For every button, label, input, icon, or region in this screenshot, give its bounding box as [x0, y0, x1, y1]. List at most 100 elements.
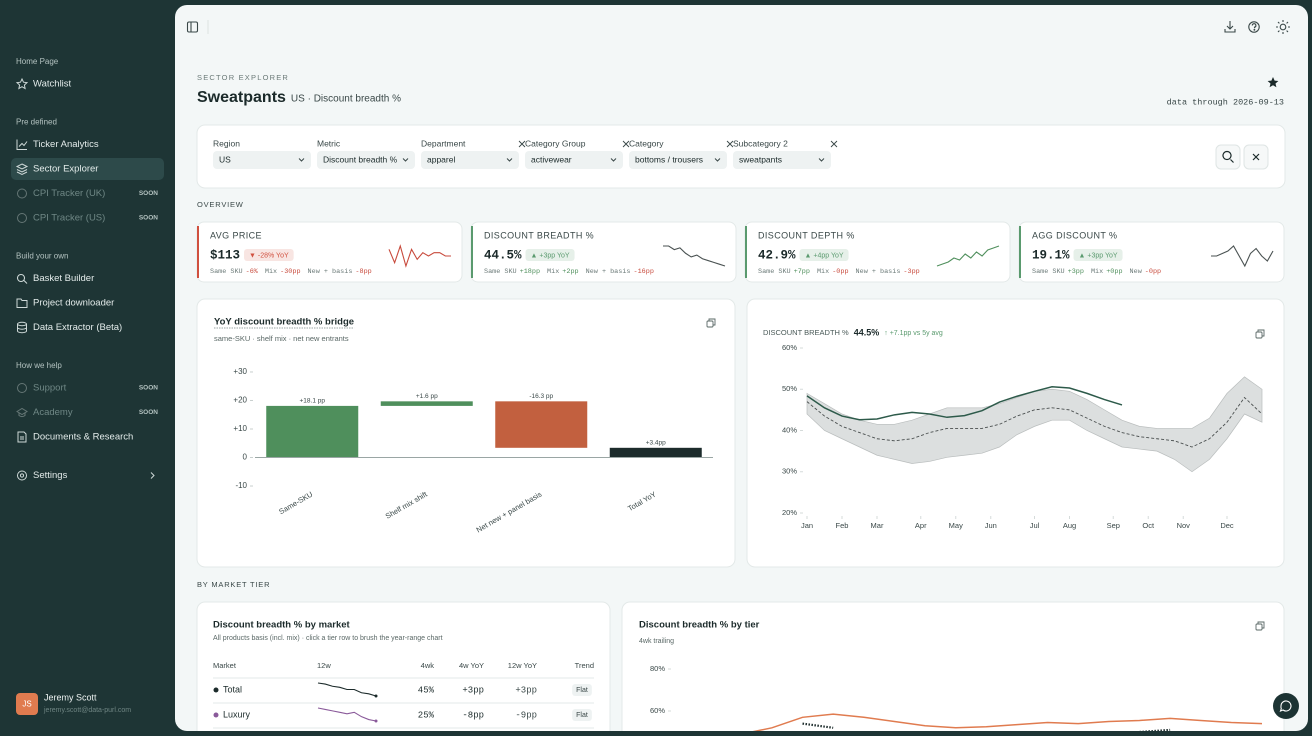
- column-header: 4w YoY: [459, 661, 484, 670]
- y-tick-label: 30%: [782, 467, 797, 476]
- nav-item[interactable]: Ticker Analytics: [33, 139, 99, 150]
- theme-button[interactable]: [1276, 20, 1290, 34]
- chat-button[interactable]: [1273, 693, 1299, 719]
- icon-shape: [17, 470, 27, 481]
- range-band: [806, 376, 1263, 473]
- nav-item[interactable]: Sector Explorer: [33, 164, 98, 175]
- clear-filter[interactable]: [518, 140, 526, 148]
- select[interactable]: [421, 151, 519, 169]
- series-line: [806, 386, 1123, 421]
- select[interactable]: [213, 151, 311, 169]
- breakdown-label: Same SKU: [1032, 268, 1065, 276]
- page-header: SECTOR EXPLORER Sweatpants US · Discount b…: [197, 73, 1284, 107]
- breakdown-value: +7pp: [794, 268, 810, 276]
- kpi-card: AGG DISCOUNT % 19.1% ▲ +3pp YoY Same SKU +3p…: [1018, 221, 1285, 283]
- section-heading: OVERVIEW: [197, 200, 244, 209]
- y-tick-label: 40%: [782, 425, 797, 434]
- nav-heading: How we help: [16, 361, 62, 370]
- breakdown-value: -16pp: [634, 268, 654, 276]
- kpi-value: $113: [210, 248, 240, 262]
- favorite-star[interactable]: [1267, 77, 1279, 88]
- nav-item[interactable]: Basket Builder: [33, 273, 94, 284]
- sparkline: [663, 245, 726, 267]
- table-row[interactable]: Luxury 25% -8pp -9pp Flat: [213, 707, 592, 723]
- nav-icon: [16, 139, 28, 150]
- clear-filter[interactable]: [622, 140, 630, 148]
- filter-label: Department: [421, 138, 466, 148]
- tier-dot: [213, 687, 219, 693]
- x-tick-label: Dec: [1220, 521, 1234, 530]
- change-text: ▲ +4pp YoY: [805, 252, 844, 259]
- search-button[interactable]: [1215, 144, 1241, 170]
- kpi-card: DISCOUNT BREADTH % 44.5% ▲ +3pp YoY Same SK…: [470, 221, 737, 283]
- trend-badge: [572, 709, 592, 721]
- nav-item[interactable]: Documents & Research: [33, 432, 133, 443]
- breakdown-label: Same SKU: [484, 268, 517, 276]
- filter-card: Region US Metric Discount breadth % Departme…: [196, 124, 1286, 189]
- copy-button[interactable]: [1255, 621, 1265, 631]
- icon-shape: [15, 163, 29, 176]
- chart-title: YoY discount breadth % bridge: [214, 317, 354, 328]
- breakdown-label: Mix: [265, 268, 277, 276]
- nav-item[interactable]: Settings: [33, 470, 68, 481]
- bridge-card: YoY discount breadth % bridge same-SKU · …: [196, 298, 736, 568]
- nav-icon: [17, 470, 27, 481]
- nav-item[interactable]: Project downloader: [33, 298, 114, 309]
- x-tick-label: Oct: [1142, 521, 1155, 530]
- chart-title: DISCOUNT BREADTH %: [763, 328, 849, 337]
- nav-heading: Pre defined: [16, 118, 57, 127]
- select-value: sweatpants: [739, 154, 782, 164]
- nav-item[interactable]: Watchlist: [33, 79, 72, 90]
- reset-icon: [1252, 153, 1260, 161]
- help-button[interactable]: [1248, 21, 1260, 33]
- icon-shape: [1255, 623, 1263, 631]
- nav-item: CPI Tracker (UK): [33, 188, 105, 199]
- column-header: 12w: [317, 661, 331, 670]
- cell: +3pp: [462, 685, 484, 695]
- nav-icon: [16, 407, 28, 418]
- nav-icon: [16, 298, 28, 308]
- select[interactable]: [629, 151, 727, 169]
- breakdown-value: -6%: [246, 268, 259, 276]
- sparkline: [388, 244, 451, 268]
- sparkline: [317, 682, 377, 697]
- clear-filter[interactable]: [726, 140, 734, 148]
- nav-icon: [15, 77, 29, 90]
- select[interactable]: [733, 151, 831, 169]
- select-value: Discount breadth %: [323, 154, 398, 164]
- select[interactable]: [317, 151, 415, 169]
- y-tick-label: 60%: [782, 343, 797, 352]
- x-tick-label: Sep: [1107, 521, 1120, 530]
- select[interactable]: [525, 151, 623, 169]
- y-tick-label: +10: [233, 424, 247, 433]
- spark-end: [374, 719, 378, 723]
- change-badge: [799, 249, 849, 261]
- nav-icon: [17, 383, 27, 393]
- soon-badge: SOON: [139, 215, 158, 222]
- table-row[interactable]: Total 45% +3pp +3pp Flat: [213, 682, 592, 698]
- breakdown-label: Mix: [547, 268, 559, 276]
- chevron: [298, 158, 305, 162]
- nav-active-bg: [11, 158, 164, 180]
- nav-item[interactable]: Data Extractor (Beta): [33, 322, 122, 333]
- clear-filter[interactable]: [830, 140, 838, 148]
- card: [196, 298, 736, 568]
- cell: 45%: [418, 685, 435, 695]
- trend-text: Flat: [576, 712, 588, 719]
- nav-icon: [17, 431, 27, 443]
- soon-badge: SOON: [139, 190, 158, 197]
- download-button[interactable]: [1224, 21, 1236, 33]
- icon-shape: [17, 431, 27, 443]
- copy-button[interactable]: [1255, 329, 1265, 339]
- select-value: US: [219, 154, 231, 164]
- chevron: [818, 158, 825, 162]
- cell: +3pp: [515, 685, 537, 695]
- soon-badge: SOON: [139, 385, 158, 392]
- page-title: Sweatpants: [197, 89, 286, 106]
- sidebar-toggle[interactable]: [186, 21, 199, 33]
- user-email: jeremy.scott@data-purl.com: [43, 707, 131, 714]
- section-heading: BY MARKET TIER: [197, 580, 270, 589]
- copy-button[interactable]: [706, 318, 716, 328]
- kpi-card: DISCOUNT DEPTH % 42.9% ▲ +4pp YoY Same SKU +…: [744, 221, 1011, 283]
